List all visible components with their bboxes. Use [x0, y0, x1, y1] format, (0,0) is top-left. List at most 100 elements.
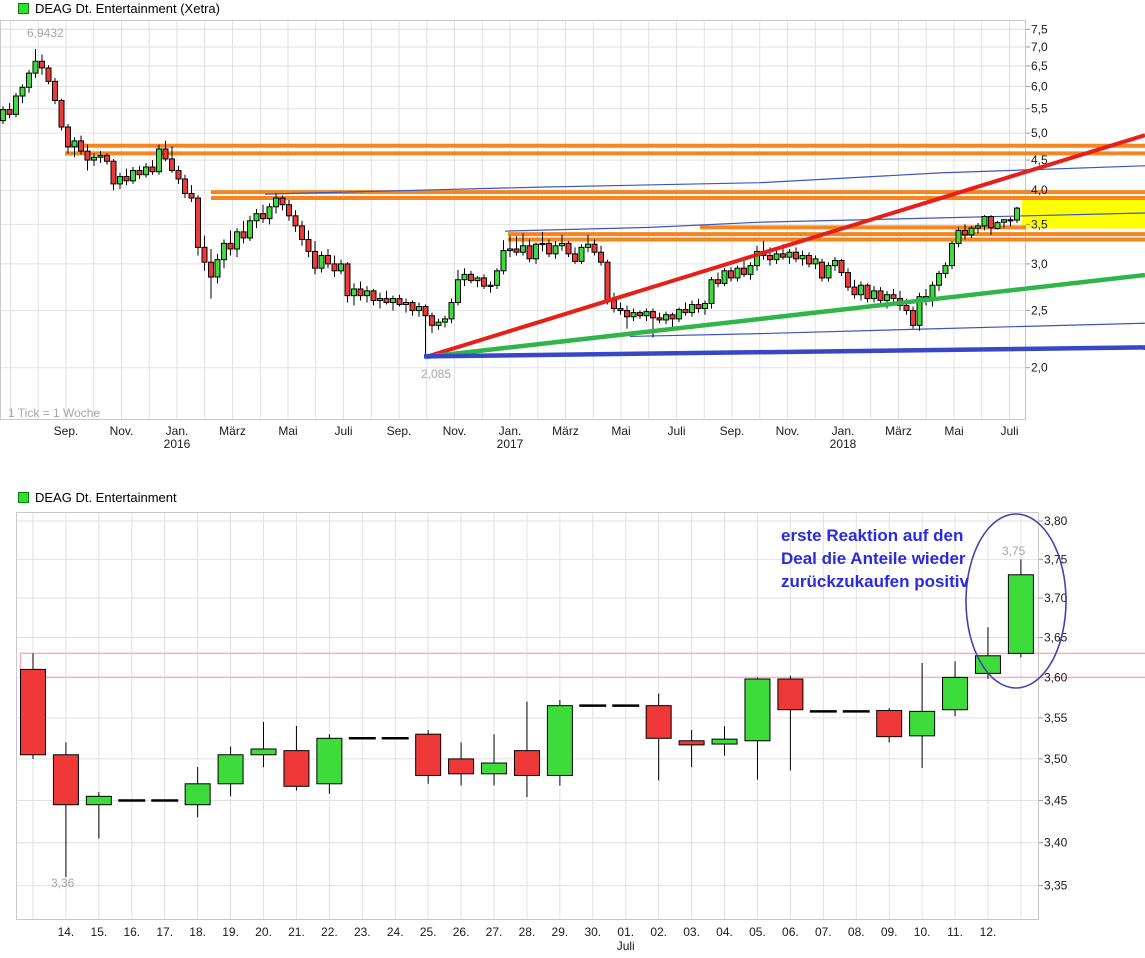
y-tick-label: 3,0	[1031, 257, 1048, 271]
candle-down	[678, 740, 705, 746]
candle-up	[747, 265, 754, 275]
candle-up	[507, 248, 513, 252]
x-tick-label: 11.	[947, 925, 963, 939]
candle-up	[318, 254, 325, 269]
candle-up	[377, 298, 383, 302]
candle-down	[175, 170, 182, 180]
candle-down	[682, 309, 689, 314]
x-tick-label: 25.	[420, 925, 437, 939]
candle-up	[184, 783, 211, 806]
candle-up	[663, 314, 669, 321]
x-tick-label: 27.	[486, 925, 503, 939]
candle-down	[741, 267, 747, 275]
candle-down	[656, 317, 663, 321]
candle-down	[415, 733, 442, 776]
x-tick-label: März	[219, 424, 246, 438]
candle-up	[981, 216, 988, 227]
weekly-low-price-label: 2,085	[421, 367, 452, 381]
candle-down	[988, 216, 994, 229]
x-tick-label: Mai	[611, 424, 630, 438]
candle-up	[71, 140, 78, 148]
candle-up	[273, 197, 279, 208]
y-tick-label: 3,35	[1044, 879, 1068, 893]
candle-down	[526, 245, 533, 260]
candle-down	[279, 197, 286, 206]
candle-up	[19, 86, 26, 97]
candle-up	[448, 302, 455, 320]
candle-down	[572, 253, 578, 262]
candle-up	[975, 225, 981, 229]
x-tick-label: 12.	[980, 925, 997, 939]
candle-up	[214, 259, 221, 278]
x-tick-label: 18.	[189, 925, 206, 939]
candle-down	[617, 308, 624, 312]
daily-grid	[16, 512, 1039, 920]
candle-down	[669, 314, 676, 320]
y-tick-label: 6,5	[1031, 59, 1048, 73]
y-tick-label: 4,0	[1031, 183, 1048, 197]
candle-up	[253, 213, 260, 222]
x-tick-label: 09.	[881, 925, 898, 939]
candle-down	[45, 67, 52, 82]
candle-up	[721, 270, 728, 284]
candle-down	[6, 109, 13, 115]
candle-down	[877, 290, 884, 302]
candle-down	[838, 260, 845, 274]
x-tick-label: Jan.	[832, 424, 855, 438]
candle-up	[316, 737, 343, 785]
candle-up	[234, 231, 240, 250]
candle-up	[435, 321, 442, 326]
candle-down	[695, 303, 702, 310]
red-uptrend-line	[424, 133, 1145, 359]
x-tick-label: 02.	[650, 925, 667, 939]
x-tick-label: 28.	[519, 925, 536, 939]
weekly-resistance-lines	[65, 143, 1145, 242]
candle-up	[0, 109, 6, 122]
candle-up	[364, 290, 370, 297]
x-tick-label: 24.	[387, 925, 404, 939]
x-tick-label: 16.	[123, 925, 140, 939]
candle-up	[520, 245, 526, 253]
candle-up	[832, 260, 838, 267]
blue-support-line	[423, 345, 1145, 359]
candle-down	[546, 242, 552, 255]
x-tick-label: 26.	[453, 925, 470, 939]
candle-down	[645, 705, 672, 739]
x-tick-label: Mai	[278, 424, 297, 438]
x-tick-label: Juli	[1000, 424, 1018, 438]
candle-down	[104, 155, 110, 162]
candle-down	[890, 294, 897, 300]
x-tick-label: 22.	[321, 925, 338, 939]
candle-down	[182, 178, 188, 194]
candle-down	[84, 150, 91, 161]
blue-ma-line	[629, 322, 1145, 337]
candle-up	[559, 242, 565, 247]
tick-scale-note: 1 Tick = 1 Woche	[8, 406, 101, 420]
candle-down	[240, 231, 247, 239]
x-tick-year-label: 2018	[830, 437, 857, 451]
x-tick-label: 23.	[354, 925, 371, 939]
x-tick-label: 30.	[584, 925, 601, 939]
candle-up	[481, 762, 508, 775]
weekly-moving-averages	[264, 165, 1145, 337]
candle-down	[565, 242, 572, 255]
weekly-candles	[0, 49, 1020, 358]
annotation-line-2: Deal die Anteile wieder	[781, 549, 966, 568]
candle-down	[851, 286, 858, 296]
candle-up	[942, 676, 969, 711]
candle-down	[149, 166, 156, 173]
legend-color-swatch	[18, 3, 29, 14]
candle-down	[299, 225, 305, 240]
candle-up	[702, 302, 708, 310]
candle-up	[812, 258, 819, 265]
y-tick-label: 4,5	[1031, 153, 1048, 167]
blue-ma-line	[264, 165, 1145, 195]
candle-up	[143, 166, 149, 176]
weekly-trend-lines	[423, 133, 1145, 360]
candle-up	[884, 294, 890, 302]
candle-up	[825, 265, 832, 279]
candle-up	[676, 309, 682, 320]
